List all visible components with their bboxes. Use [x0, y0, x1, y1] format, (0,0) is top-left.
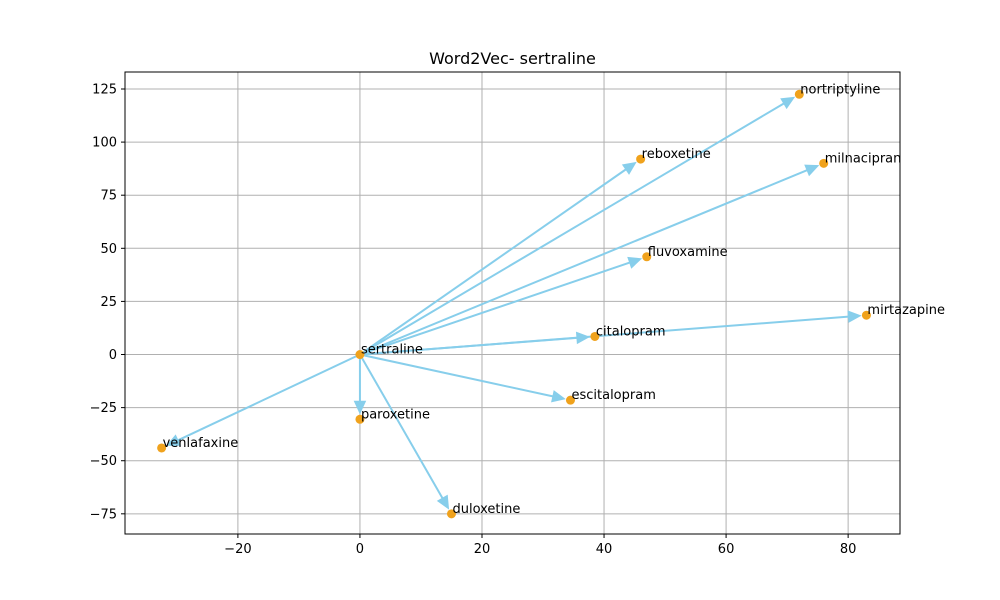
arrow-head — [353, 400, 367, 415]
arrow-shaft — [359, 354, 444, 499]
point-label: milnacipran — [825, 151, 902, 166]
x-tick-label: 0 — [356, 542, 364, 557]
tick-layer: −20 0 20 40 60 80 −75 −50 −25 0 25 50 75 100 125 — [90, 82, 857, 557]
arrow-head — [436, 494, 450, 510]
x-tick-label: 40 — [596, 542, 613, 557]
point-label: fluvoxamine — [648, 245, 728, 260]
point-marker — [157, 443, 167, 453]
point-marker — [636, 154, 646, 164]
arrow-shaft — [359, 168, 627, 356]
point-marker — [590, 331, 600, 341]
point-marker — [565, 395, 575, 405]
arrow-shaft — [359, 353, 554, 398]
x-tick-label: 80 — [840, 542, 857, 557]
x-tick-label: −20 — [224, 542, 251, 557]
arrow-shaft — [359, 102, 785, 356]
point-label: venlafaxine — [163, 436, 239, 451]
arrow-shaft — [359, 169, 808, 356]
y-tick-label: 50 — [100, 242, 117, 257]
y-tick-label: 100 — [92, 136, 117, 151]
arrow-head — [780, 96, 796, 110]
label-layer: nortriptyline reboxetine milnacipran fluvox… — [163, 82, 945, 517]
point-label: reboxetine — [642, 147, 711, 162]
point-marker — [861, 310, 871, 320]
y-tick-label: 125 — [92, 82, 117, 97]
point-marker — [819, 158, 829, 168]
point-marker — [794, 89, 804, 99]
point-marker — [446, 509, 456, 519]
y-tick-label: −50 — [90, 454, 117, 469]
point-label: duloxetine — [452, 502, 520, 517]
point-label: paroxetine — [361, 407, 430, 422]
arrow-head — [165, 434, 182, 446]
arrow-head — [621, 161, 637, 175]
y-tick-label: −75 — [90, 507, 117, 522]
grid-layer — [125, 72, 900, 534]
y-tick-label: 25 — [100, 295, 117, 310]
plot-frame — [124, 71, 901, 535]
arrow-layer — [165, 96, 862, 510]
arrow-head — [627, 256, 643, 269]
y-tick-label: 0 — [109, 348, 117, 363]
point-label: citalopram — [596, 324, 666, 339]
origin-label: sertraline — [361, 343, 423, 358]
origin-marker — [355, 350, 365, 360]
arrow-head — [551, 390, 566, 403]
point-label: escitalopram — [571, 388, 655, 403]
point-layer — [157, 89, 871, 519]
arrow-head — [847, 310, 862, 323]
chart-title: Word2Vec- sertraline — [429, 49, 596, 68]
point-marker — [642, 252, 652, 262]
arrow-head — [804, 164, 820, 177]
y-tick-label: −25 — [90, 401, 117, 416]
x-tick-label: 60 — [718, 542, 735, 557]
arrow-shaft — [177, 353, 361, 442]
x-tick-label: 20 — [474, 542, 491, 557]
point-label: nortriptyline — [800, 82, 880, 97]
point-marker — [355, 414, 365, 424]
y-tick-label: 75 — [100, 189, 117, 204]
arrow-shaft — [359, 336, 578, 356]
arrow-head — [575, 331, 591, 345]
point-label: mirtazapine — [867, 303, 945, 318]
arrow-shaft — [359, 261, 631, 356]
